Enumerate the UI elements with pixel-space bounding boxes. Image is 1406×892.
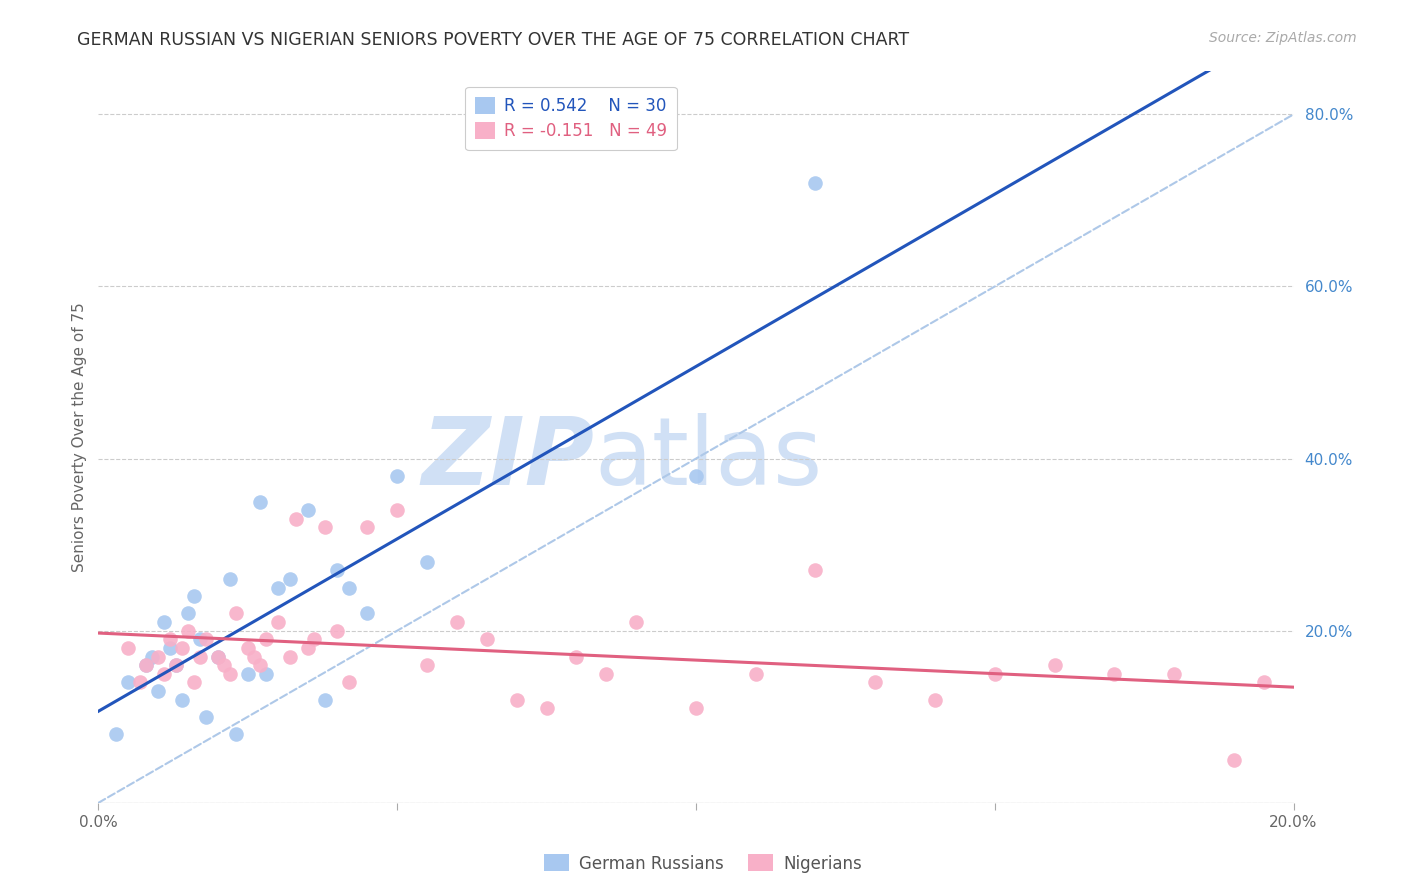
Point: [284, 512, 307, 526]
Point: [148, 684, 170, 698]
Point: [177, 607, 200, 621]
Point: [212, 658, 235, 673]
Legend: R = 0.542    N = 30, R = -0.151   N = 49: R = 0.542 N = 30, R = -0.151 N = 49: [465, 87, 676, 150]
Point: [278, 572, 301, 586]
Point: [385, 503, 409, 517]
Point: [129, 675, 152, 690]
Point: [183, 675, 205, 690]
Point: [356, 607, 378, 621]
Point: [153, 666, 176, 681]
Point: [254, 632, 277, 647]
Point: [804, 176, 827, 190]
Point: [225, 727, 247, 741]
Point: [165, 658, 187, 673]
Point: [565, 649, 588, 664]
Point: [984, 666, 1007, 681]
Point: [117, 640, 139, 655]
Point: [1253, 675, 1275, 690]
Point: [475, 632, 498, 647]
Point: [297, 503, 319, 517]
Text: Source: ZipAtlas.com: Source: ZipAtlas.com: [1209, 31, 1357, 45]
Point: [506, 692, 529, 706]
Point: [326, 624, 349, 638]
Point: [339, 581, 361, 595]
Point: [159, 632, 181, 647]
Point: [195, 710, 218, 724]
Point: [685, 468, 707, 483]
Point: [446, 615, 468, 629]
Point: [356, 520, 378, 534]
Legend: German Russians, Nigerians: German Russians, Nigerians: [537, 847, 869, 880]
Point: [267, 615, 290, 629]
Point: [1223, 753, 1246, 767]
Point: [595, 666, 617, 681]
Point: [326, 564, 349, 578]
Point: [219, 666, 242, 681]
Point: [141, 649, 163, 664]
Point: [188, 649, 211, 664]
Point: [172, 692, 194, 706]
Point: [153, 615, 176, 629]
Point: [1043, 658, 1066, 673]
Point: [188, 632, 211, 647]
Point: [148, 649, 170, 664]
Point: [536, 701, 558, 715]
Point: [159, 640, 181, 655]
Point: [243, 649, 266, 664]
Point: [219, 572, 242, 586]
Point: [685, 701, 707, 715]
Point: [254, 666, 277, 681]
Point: [267, 581, 290, 595]
Point: [249, 494, 271, 508]
Point: [1163, 666, 1185, 681]
Point: [626, 615, 648, 629]
Point: [339, 675, 361, 690]
Point: [385, 468, 409, 483]
Y-axis label: Seniors Poverty Over the Age of 75: Seniors Poverty Over the Age of 75: [72, 302, 87, 572]
Point: [236, 640, 259, 655]
Point: [924, 692, 946, 706]
Point: [315, 520, 337, 534]
Point: [416, 555, 439, 569]
Point: [225, 607, 247, 621]
Point: [135, 658, 157, 673]
Point: [804, 564, 827, 578]
Point: [183, 589, 205, 603]
Point: [172, 640, 194, 655]
Point: [117, 675, 139, 690]
Text: atlas: atlas: [595, 413, 823, 505]
Text: GERMAN RUSSIAN VS NIGERIAN SENIORS POVERTY OVER THE AGE OF 75 CORRELATION CHART: GERMAN RUSSIAN VS NIGERIAN SENIORS POVER…: [77, 31, 910, 49]
Point: [297, 640, 319, 655]
Point: [165, 658, 187, 673]
Point: [105, 727, 128, 741]
Point: [207, 649, 229, 664]
Point: [278, 649, 301, 664]
Point: [135, 658, 157, 673]
Point: [315, 692, 337, 706]
Text: ZIP: ZIP: [422, 413, 595, 505]
Point: [249, 658, 271, 673]
Point: [416, 658, 439, 673]
Point: [865, 675, 887, 690]
Point: [195, 632, 218, 647]
Point: [1104, 666, 1126, 681]
Point: [302, 632, 325, 647]
Point: [236, 666, 259, 681]
Point: [745, 666, 768, 681]
Point: [207, 649, 229, 664]
Point: [177, 624, 200, 638]
